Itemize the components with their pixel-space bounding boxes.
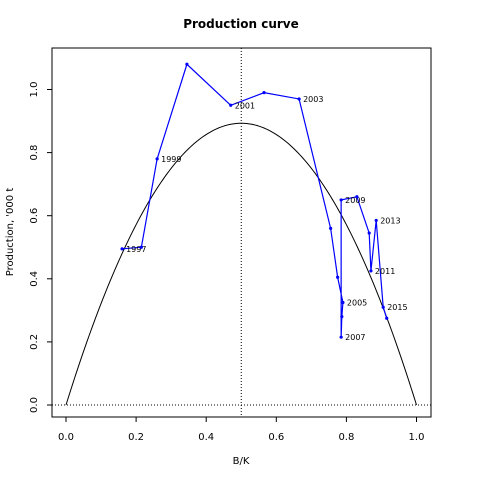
year-label: 1999 — [161, 155, 181, 164]
year-label: 2005 — [347, 298, 367, 307]
year-label: 2001 — [235, 101, 255, 110]
year-label: 1997 — [126, 245, 146, 254]
x-tick-label: 0.8 — [338, 432, 354, 443]
year-label: 2009 — [345, 196, 365, 205]
data-point — [229, 103, 233, 107]
year-label: 2015 — [387, 303, 407, 312]
x-tick-label: 1.0 — [409, 432, 425, 443]
data-point — [374, 218, 378, 223]
plot-frame — [51, 47, 432, 418]
data-point — [329, 226, 333, 230]
data-point — [336, 275, 340, 279]
x-tick-label: 0.4 — [198, 432, 214, 443]
x-tick-label: 0.2 — [128, 432, 144, 443]
data-point — [339, 198, 343, 202]
y-tick-label: 0.6 — [29, 208, 40, 224]
year-label: 2011 — [375, 267, 395, 276]
chart-title: Production curve — [183, 17, 299, 31]
y-tick-label: 0.4 — [29, 271, 40, 287]
x-tick-label: 0.0 — [58, 432, 74, 443]
data-point — [155, 157, 159, 161]
data-point — [120, 247, 124, 251]
y-axis-label: Production, '000 t — [5, 188, 16, 277]
y-tick-label: 1.0 — [29, 82, 40, 98]
data-point — [385, 316, 389, 320]
data-point — [341, 300, 345, 305]
data-point — [339, 335, 343, 339]
year-label: 2003 — [303, 95, 323, 104]
data-point — [355, 195, 359, 199]
data-point — [367, 231, 371, 235]
data-point — [139, 245, 143, 249]
year-label: 2007 — [345, 333, 365, 342]
data-point — [297, 97, 301, 101]
y-tick-label: 0.2 — [29, 334, 40, 350]
year-label: 2013 — [380, 216, 400, 225]
plot-area: 1997 1999 2001 2003 2005 2007 2009 2011 2013 2015… — [29, 47, 432, 443]
data-point — [381, 305, 385, 309]
data-point — [262, 91, 266, 95]
data-point — [340, 315, 344, 319]
data-point — [369, 269, 373, 273]
y-tick-label: 0.0 — [29, 397, 40, 413]
x-tick-label: 0.6 — [268, 432, 284, 443]
x-axis-label: B/K — [233, 456, 250, 467]
y-tick-label: 0.8 — [29, 145, 40, 161]
data-point — [185, 62, 189, 66]
